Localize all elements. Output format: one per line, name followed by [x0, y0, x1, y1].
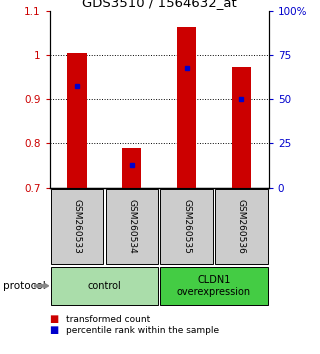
Bar — [68, 53, 87, 188]
Text: percentile rank within the sample: percentile rank within the sample — [66, 326, 219, 335]
Text: GSM260535: GSM260535 — [182, 199, 191, 254]
Text: GSM260536: GSM260536 — [237, 199, 246, 254]
Text: protocol: protocol — [3, 281, 46, 291]
Bar — [122, 148, 141, 188]
Text: GSM260534: GSM260534 — [127, 199, 136, 254]
Title: GDS3510 / 1564632_at: GDS3510 / 1564632_at — [82, 0, 236, 10]
Text: GSM260533: GSM260533 — [73, 199, 82, 254]
Text: ■: ■ — [50, 314, 59, 325]
Text: transformed count: transformed count — [66, 315, 150, 324]
Text: CLDN1
overexpression: CLDN1 overexpression — [177, 275, 251, 297]
Text: control: control — [88, 281, 121, 291]
Bar — [177, 28, 196, 188]
Text: ■: ■ — [50, 325, 59, 335]
Bar — [232, 67, 251, 188]
